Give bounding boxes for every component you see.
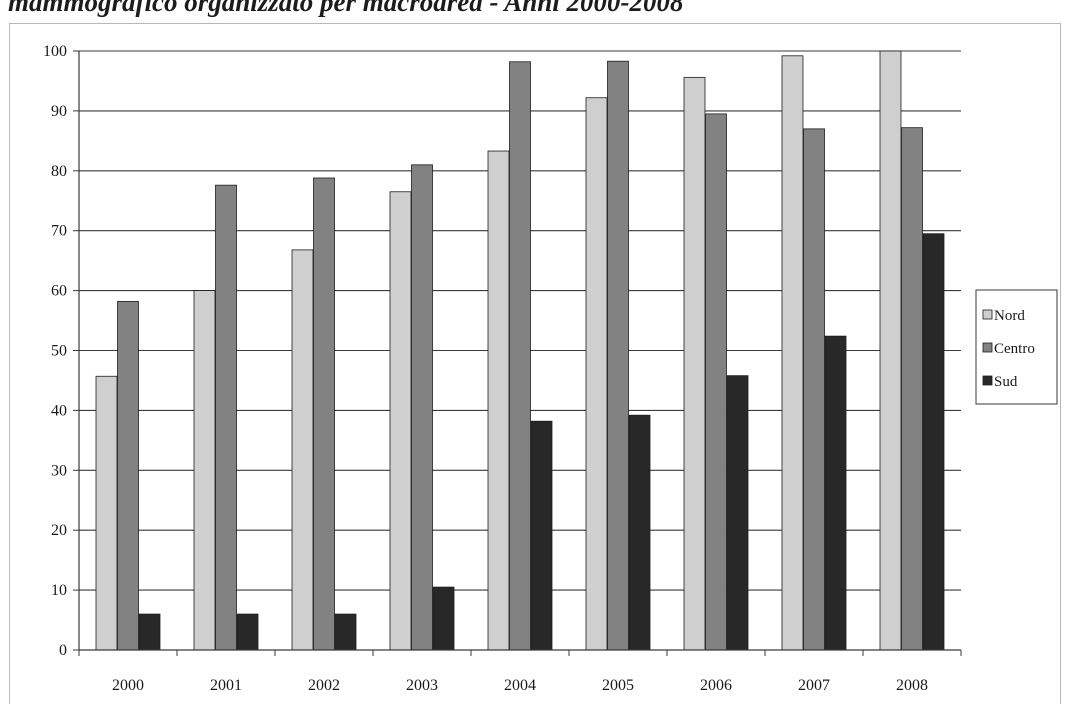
title-strip: mammografico organizzato per macroarea -…: [0, 0, 1066, 21]
bar-centro-2004: [509, 61, 531, 651]
bar-sud-2003: [432, 586, 455, 651]
y-tick-label: 30: [51, 462, 67, 479]
bar-sud-2005: [628, 414, 651, 651]
bars: [95, 50, 945, 651]
legend-swatch-sud: [982, 375, 993, 386]
legend-swatch-centro: [982, 342, 993, 353]
bar-centro-2003: [411, 164, 433, 651]
bar-centro-2002: [313, 177, 335, 651]
axes: [78, 51, 962, 656]
x-tick-label: 2003: [406, 677, 438, 694]
bar-nord-2005: [585, 97, 608, 651]
chart-title: mammografico organizzato per macroarea -…: [8, 0, 684, 17]
bar-centro-2008: [901, 127, 923, 651]
y-tick-label: 0: [59, 642, 67, 659]
bar-sud-2006: [726, 375, 749, 651]
bar-sud-2002: [334, 613, 357, 651]
x-tick-label: 2008: [896, 677, 928, 694]
y-tick-label: 60: [51, 283, 67, 300]
bar-nord-2008: [879, 50, 902, 651]
bar-nord-2007: [781, 55, 804, 651]
bar-sud-2001: [236, 613, 259, 651]
bar-sud-2008: [922, 233, 945, 651]
legend-label-sud: Sud: [994, 374, 1018, 390]
x-tick-label: 2004: [504, 677, 536, 694]
bar-nord-2004: [487, 150, 510, 651]
bar-nord-2003: [389, 191, 412, 651]
y-axis-ticks: 0 10 20 30 40 50 60 70 80 90 100: [43, 43, 79, 659]
y-tick-label: 90: [51, 103, 67, 120]
bar-sud-2000: [138, 613, 161, 651]
x-tick-label: 2001: [210, 677, 242, 694]
bar-centro-2001: [215, 184, 237, 651]
bar-nord-2002: [291, 249, 314, 651]
bar-sud-2004: [530, 420, 553, 651]
x-axis-labels: 2000 2001 2002 2003 2004 2005 2006 2007 2008: [112, 677, 928, 694]
y-tick-label: 70: [51, 223, 67, 240]
bar-centro-2005: [607, 60, 629, 651]
legend-swatch-nord: [982, 309, 993, 320]
x-tick-label: 2007: [798, 677, 830, 694]
bar-centro-2000: [117, 300, 139, 651]
legend-label-centro: Centro: [994, 341, 1035, 357]
bar-centro-2007: [803, 128, 825, 651]
x-tick-label: 2005: [602, 677, 634, 694]
legend: Nord Centro Sud: [975, 289, 1058, 405]
bar-nord-2000: [95, 375, 118, 651]
bar-nord-2006: [683, 76, 706, 651]
x-tick-label: 2006: [700, 677, 732, 694]
chart-frame: [9, 23, 1061, 704]
y-tick-label: 100: [43, 43, 67, 60]
y-tick-label: 80: [51, 163, 67, 180]
x-tick-label: 2000: [112, 677, 144, 694]
bar-centro-2006: [705, 113, 727, 651]
bar-sud-2007: [824, 335, 847, 651]
y-tick-label: 10: [51, 582, 67, 599]
bar-nord-2001: [193, 290, 216, 651]
y-tick-label: 50: [51, 343, 67, 360]
legend-label-nord: Nord: [994, 308, 1025, 324]
y-tick-label: 40: [51, 402, 67, 419]
y-tick-label: 20: [51, 522, 67, 539]
x-tick-label: 2002: [308, 677, 340, 694]
